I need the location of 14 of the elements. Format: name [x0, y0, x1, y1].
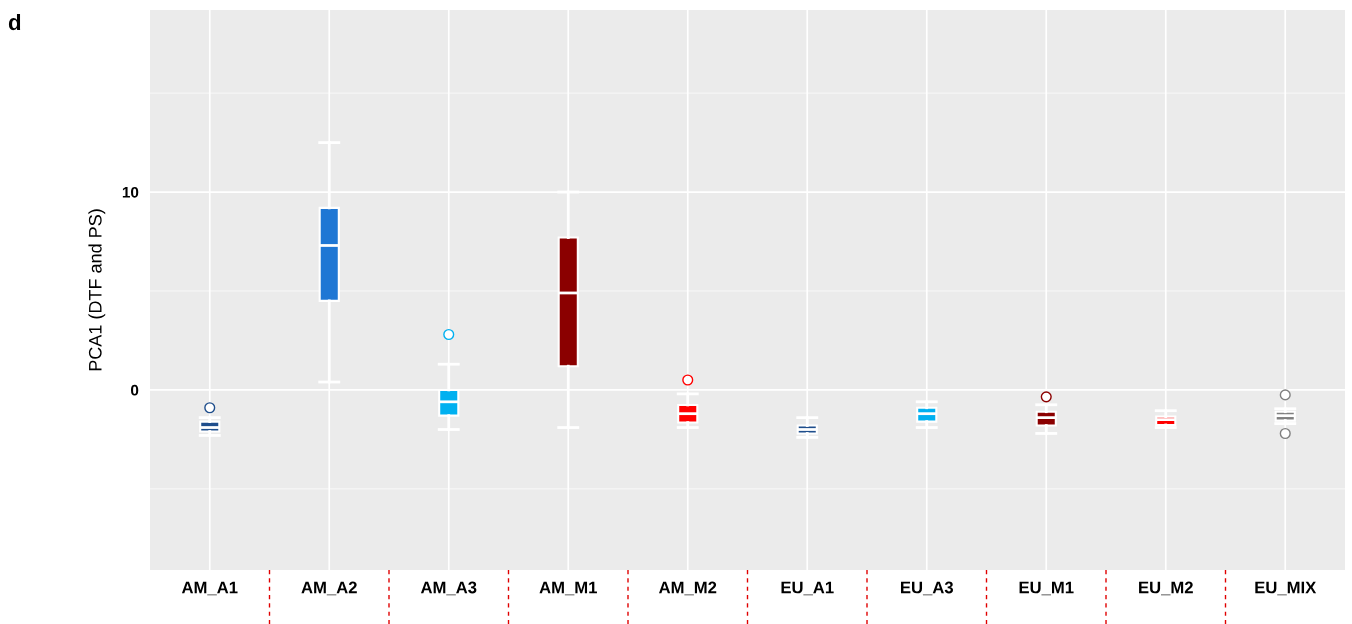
x-tick-label: AM_A2 [301, 581, 357, 596]
x-tick-label: AM_M2 [658, 581, 717, 596]
x-tick-label: EU_M1 [1019, 581, 1074, 596]
y-axis-title: PCA1 (DTF and PS) [88, 209, 106, 371]
x-tick-label: EU_A1 [781, 581, 834, 596]
x-tick-label: AM_A1 [181, 581, 238, 596]
y-tick-label: 0 [131, 384, 139, 396]
x-tick-label: AM_A3 [420, 581, 477, 596]
text: d [8, 13, 21, 31]
x-tick-label: AM_M1 [539, 581, 597, 596]
x-tick-label: EU_M2 [1139, 581, 1193, 596]
x-tick-label: EU_MIX [1255, 581, 1317, 596]
y-tick-label: 10 [122, 186, 139, 198]
x-tick-label: EU_A3 [901, 581, 954, 596]
